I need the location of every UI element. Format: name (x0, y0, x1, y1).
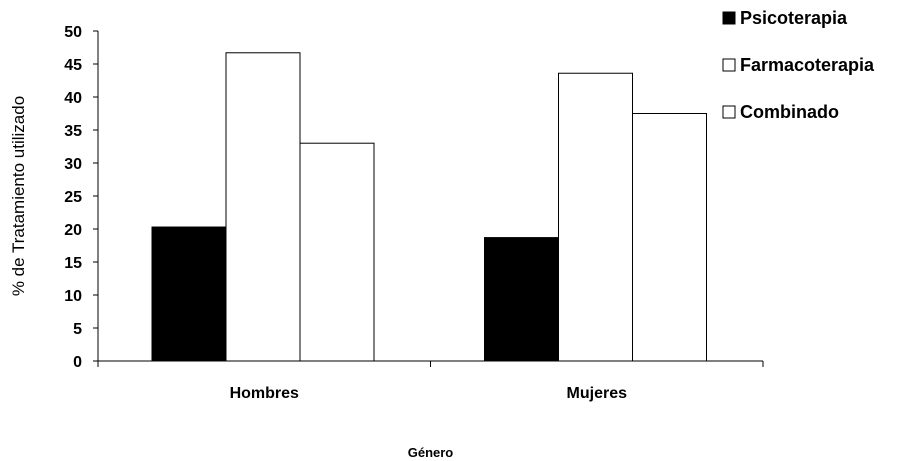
bar-psicoterapia-mujeres (484, 237, 559, 362)
y-tick-label: 25 (64, 189, 82, 206)
bar-combinado-hombres (299, 142, 375, 362)
x-category-label: Hombres (230, 385, 299, 402)
bar-psicoterapia-hombres (151, 226, 227, 362)
x-category-label: Mujeres (567, 385, 628, 402)
y-tick-label: 30 (64, 156, 82, 173)
legend-label: Psicoterapia (740, 8, 848, 28)
x-axis-title: Género (408, 445, 454, 460)
y-tick-label: 15 (64, 255, 82, 272)
y-tick-label: 45 (64, 57, 82, 74)
y-axis-ticks: 0 5 10 15 20 25 30 35 40 45 50 (64, 24, 98, 371)
y-axis-title: % de Tratamiento utilizado (9, 96, 28, 296)
y-tick-label: 35 (64, 123, 82, 140)
bars (151, 52, 707, 362)
legend: Psicoterapia Farmacoterapia Combinado (722, 8, 875, 122)
legend-item: Psicoterapia (722, 8, 848, 28)
bar-farmacoterapia-mujeres (558, 72, 633, 362)
bar-combinado-mujeres (632, 113, 707, 362)
y-tick-label: 40 (64, 90, 82, 107)
legend-label: Farmacoterapia (740, 55, 875, 75)
legend-item: Combinado (722, 102, 839, 122)
y-tick-label: 0 (73, 354, 82, 371)
y-tick-label: 10 (64, 288, 82, 305)
y-tick-label: 5 (73, 321, 82, 338)
legend-swatch (722, 58, 736, 72)
legend-label: Combinado (740, 102, 839, 122)
legend-swatch (722, 105, 736, 119)
y-tick-label: 20 (64, 222, 82, 239)
legend-item: Farmacoterapia (722, 55, 875, 75)
y-tick-label: 50 (64, 24, 82, 41)
legend-swatch (722, 11, 736, 25)
bar-farmacoterapia-hombres (225, 52, 301, 362)
x-axis-categories: Hombres Mujeres (97, 361, 764, 402)
